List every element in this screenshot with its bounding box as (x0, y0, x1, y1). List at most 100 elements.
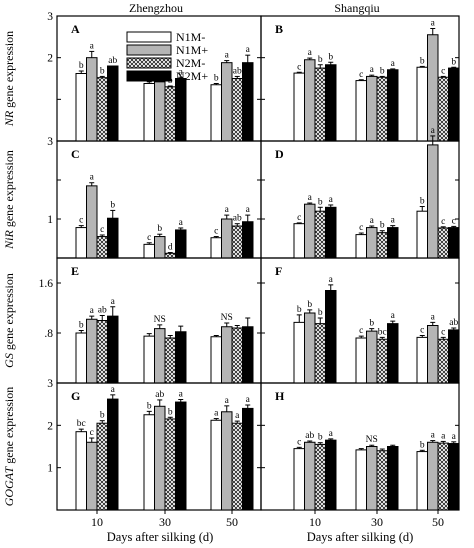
significance-letter: b (318, 433, 323, 443)
significance-letter: c (297, 62, 301, 72)
significance-letter: a (452, 432, 457, 442)
column-title-zhengzhou: Zhengzhou (129, 1, 183, 15)
significance-letter: a (179, 67, 184, 77)
significance-letter: ab (233, 214, 242, 224)
bar (293, 223, 305, 259)
bar (221, 411, 233, 511)
significance-letter: a (235, 411, 240, 421)
bar (325, 206, 337, 259)
bar (75, 431, 87, 511)
bar (210, 336, 222, 384)
bar (314, 443, 326, 511)
significance-letter: c (359, 70, 363, 80)
bar (96, 422, 108, 511)
bar (96, 236, 108, 259)
legend-label-n1m-minus: N1M- (176, 30, 205, 44)
bar (376, 450, 388, 511)
bar (175, 401, 187, 511)
bar (242, 407, 254, 511)
legend-swatch-n1m-minus (126, 31, 172, 43)
bar (293, 448, 305, 511)
bar (75, 73, 87, 142)
legend: N1M- N1M+ N2M- N2M+ (126, 30, 208, 83)
legend-label-n2m-minus: N2M- (176, 56, 205, 70)
bar (164, 337, 176, 384)
bar (437, 442, 449, 511)
bar (143, 335, 155, 384)
panel-letter: E (71, 264, 79, 278)
column-title-shangqiu: Shangqiu (334, 1, 379, 15)
bar (304, 203, 316, 259)
significance-letter: a (179, 390, 184, 400)
significance-letter: b (380, 66, 385, 76)
significance-letter: b (420, 440, 425, 450)
significance-letter: a (90, 41, 95, 51)
significance-letter: b (100, 411, 105, 421)
significance-letter: a (370, 216, 375, 226)
bar (366, 330, 378, 384)
y-tick-label: 3 (47, 378, 53, 390)
bar (448, 227, 460, 259)
significance-letter: a (246, 45, 251, 55)
significance-letter: a (431, 19, 436, 29)
significance-letter: a (391, 311, 396, 321)
significance-letter: c (359, 326, 363, 336)
panel-letter: F (275, 264, 282, 278)
y-tick-label: 1 (47, 463, 53, 475)
significance-letter: NS (221, 313, 233, 323)
bar (221, 62, 233, 142)
bar (416, 336, 428, 384)
significance-letter: b (214, 74, 219, 84)
x-tick-label: 50 (432, 515, 444, 529)
significance-letter: c (452, 216, 456, 226)
bar (376, 338, 388, 384)
panel-letter: D (275, 147, 284, 161)
bar (355, 234, 367, 259)
bar (242, 221, 254, 259)
bar (107, 65, 119, 142)
bar (304, 441, 316, 511)
bar (164, 86, 176, 142)
bar (154, 328, 166, 384)
significance-letter: ab (305, 431, 314, 441)
significance-letter: b (147, 401, 152, 411)
significance-letter: b (369, 319, 374, 329)
x-axis-title-right: Days after silking (d) (307, 530, 414, 544)
x-axis-title-left: Days after silking (d) (107, 530, 214, 544)
significance-letter: b (79, 321, 84, 331)
bar (376, 76, 388, 142)
bar (107, 217, 119, 259)
bar (175, 229, 187, 259)
bar (221, 326, 233, 384)
y-axis-label: NR gene expression (2, 31, 16, 127)
significance-letter: a (441, 431, 446, 441)
y-tick-label: 2 (47, 53, 53, 65)
bar (325, 290, 337, 384)
bar (437, 76, 449, 142)
significance-letter: ab (233, 66, 242, 76)
significance-letter: a (329, 195, 334, 205)
legend-label-n2m-plus: N2M+ (176, 69, 208, 83)
bar (231, 78, 243, 142)
significance-letter: c (441, 217, 445, 227)
significance-letter: a (225, 396, 230, 406)
panel-letter: G (71, 389, 80, 403)
bar (107, 398, 119, 511)
significance-letter: b (157, 224, 162, 234)
significance-letter: c (441, 66, 445, 76)
bar (304, 312, 316, 384)
bar (86, 57, 98, 142)
y-tick-label: 3 (47, 136, 53, 148)
bar (143, 83, 155, 142)
bar (175, 78, 187, 142)
bar (221, 218, 233, 259)
y-tick-label: 2 (47, 420, 53, 432)
bar (96, 77, 108, 142)
significance-letter: b (451, 57, 456, 67)
